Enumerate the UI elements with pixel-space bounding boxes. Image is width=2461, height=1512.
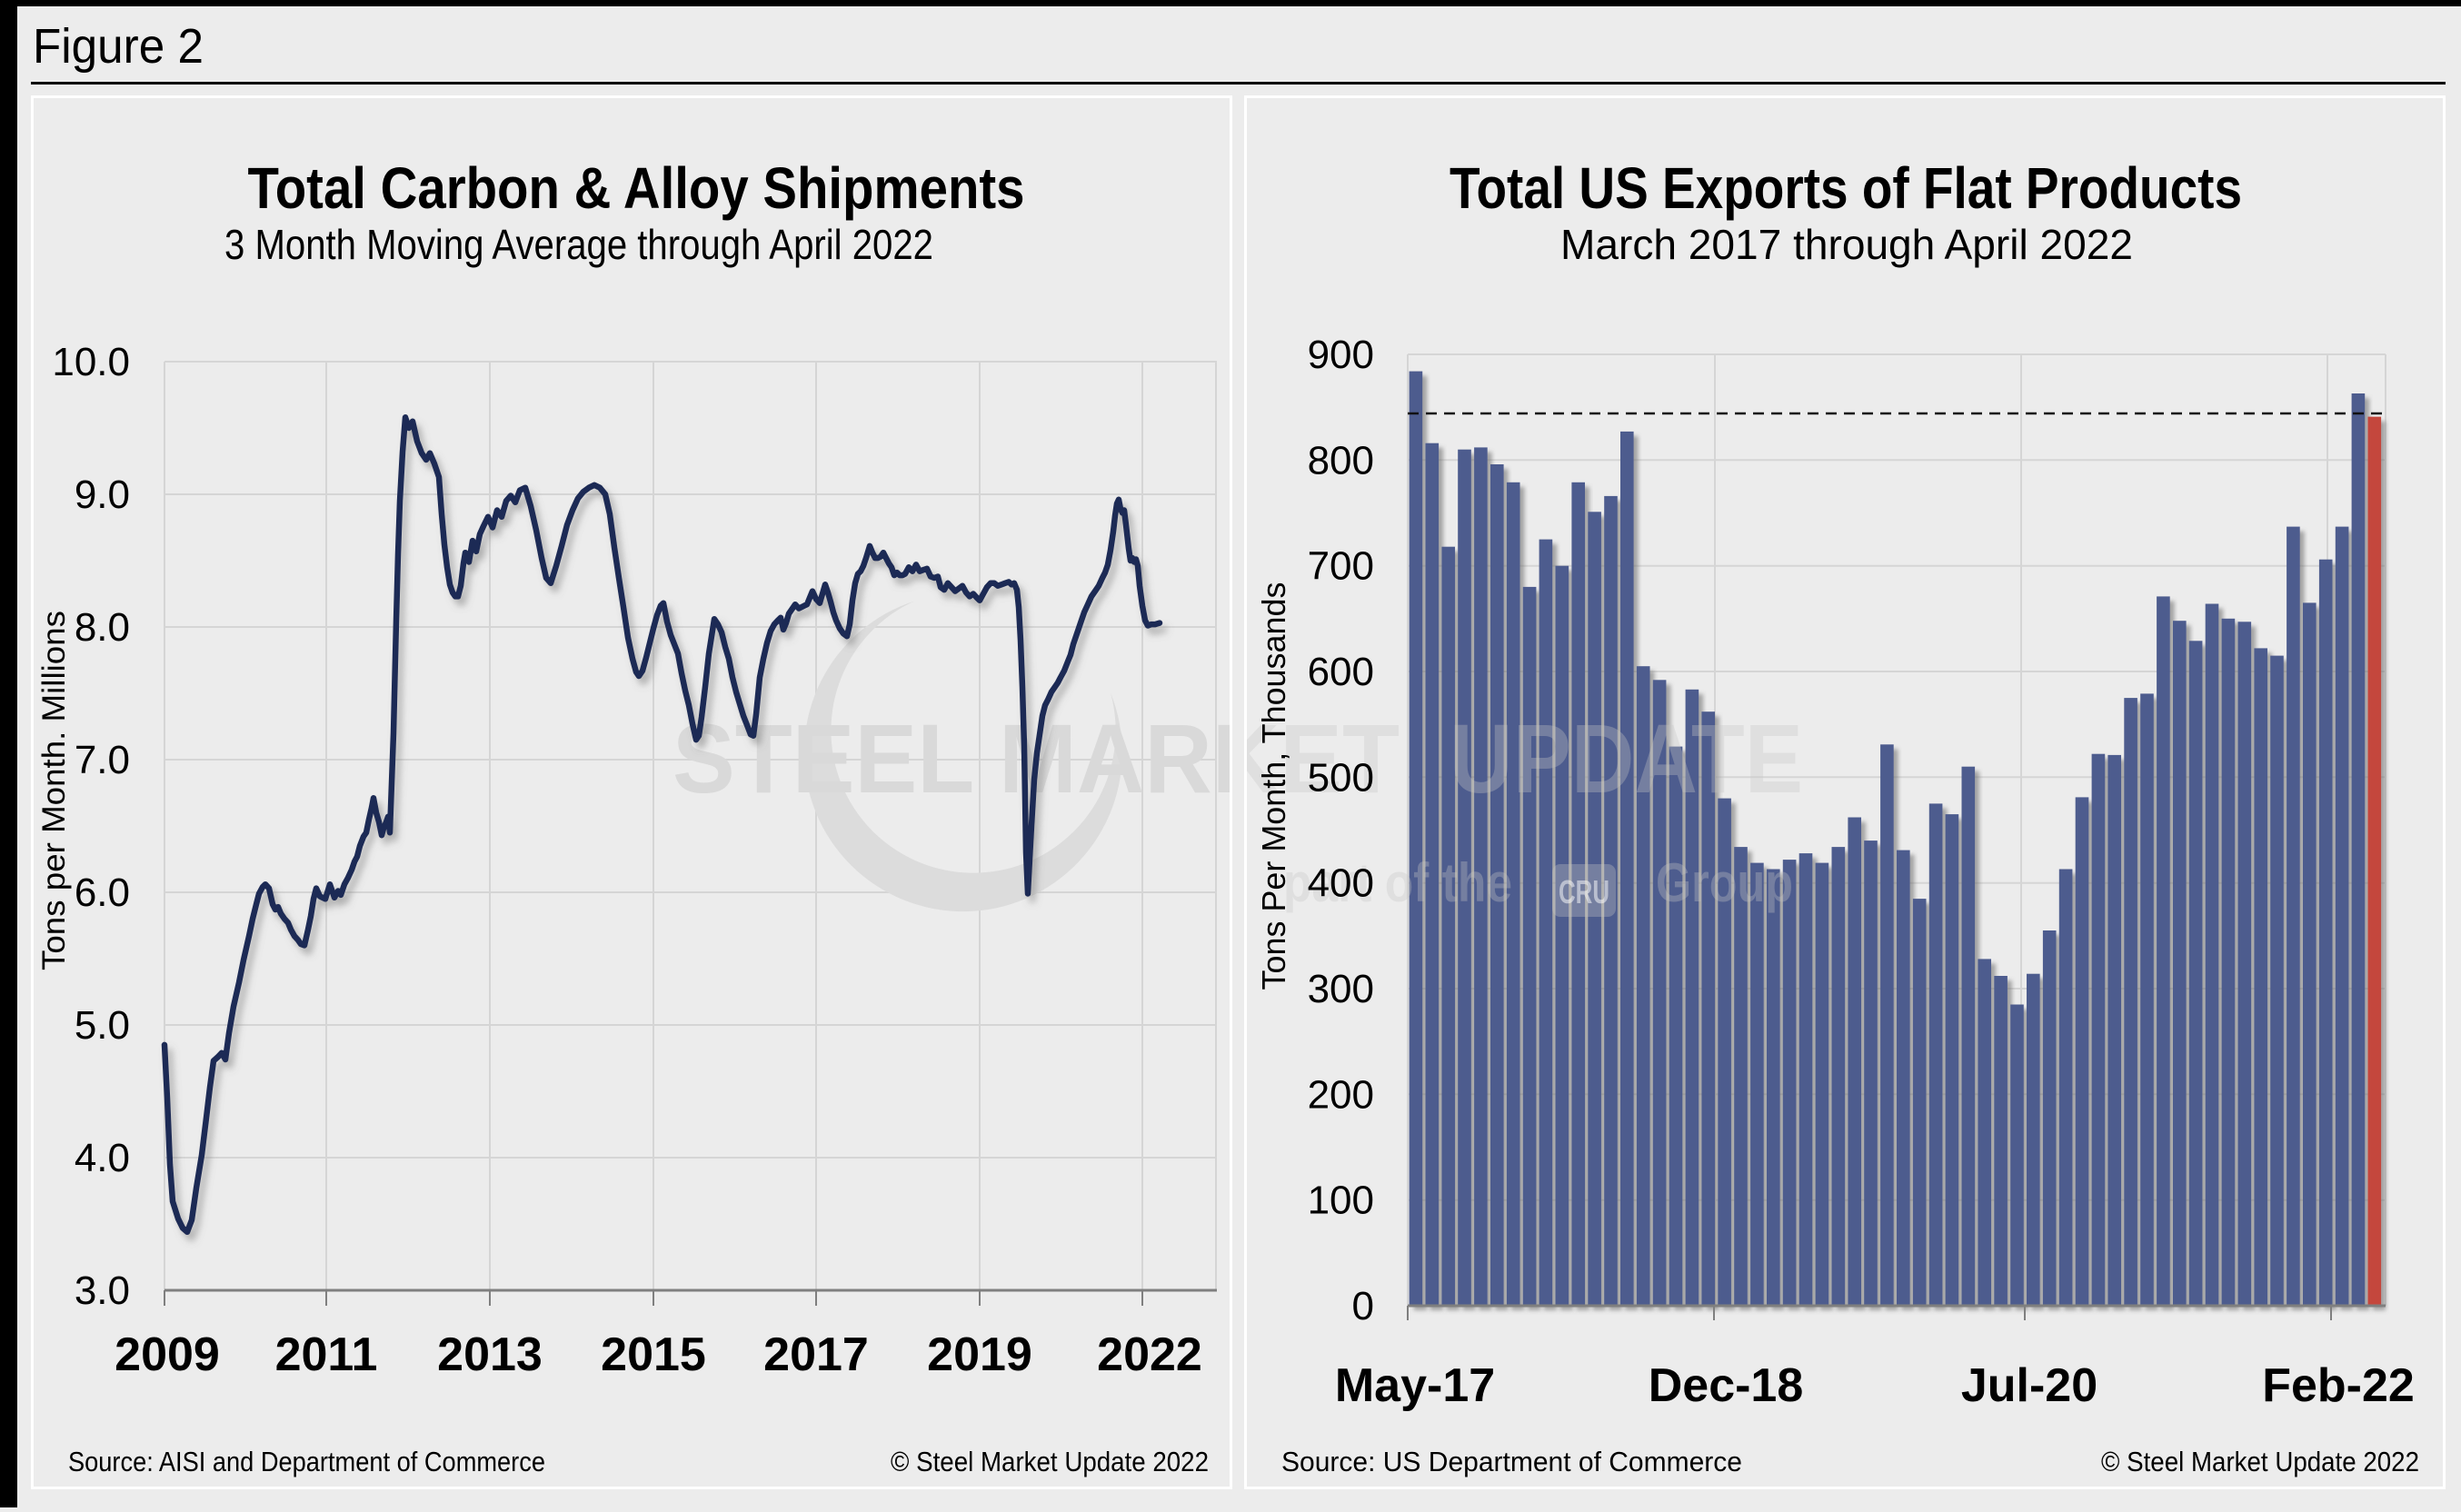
svg-text:500: 500 — [1308, 755, 1374, 800]
svg-text:2019: 2019 — [927, 1328, 1032, 1381]
svg-text:2013: 2013 — [437, 1328, 543, 1381]
svg-text:4.0: 4.0 — [75, 1136, 130, 1180]
svg-text:5.0: 5.0 — [75, 1003, 130, 1048]
svg-text:Source: AISI and Department of: Source: AISI and Department of Commerce — [68, 1446, 545, 1477]
svg-text:2015: 2015 — [601, 1328, 706, 1381]
svg-text:9.0: 9.0 — [75, 472, 130, 517]
svg-text:© Steel Market Update 2022: © Steel Market Update 2022 — [2101, 1446, 2419, 1477]
svg-text:7.0: 7.0 — [75, 738, 130, 782]
svg-text:400: 400 — [1308, 861, 1374, 906]
svg-text:3 Month Moving Average through: 3 Month Moving Average through April 202… — [224, 221, 933, 268]
svg-text:Total US Exports of Flat Produ: Total US Exports of Flat Products — [1450, 155, 2242, 221]
svg-text:0: 0 — [1352, 1284, 1374, 1328]
svg-text:Tons Per Month, Thousands: Tons Per Month, Thousands — [1255, 582, 1292, 990]
svg-text:8.0: 8.0 — [75, 605, 130, 650]
svg-text:2022: 2022 — [1097, 1328, 1202, 1381]
svg-text:© Steel Market Update 2022: © Steel Market Update 2022 — [891, 1446, 1209, 1477]
svg-text:Group: Group — [1656, 852, 1793, 913]
svg-text:200: 200 — [1308, 1072, 1374, 1117]
svg-text:UPDATE: UPDATE — [1450, 703, 1803, 813]
svg-text:March 2017 through April 2022: March 2017 through April 2022 — [1560, 221, 2133, 268]
svg-text:Dec-18: Dec-18 — [1649, 1359, 1804, 1412]
svg-text:STEEL MARKET: STEEL MARKET — [673, 703, 1400, 813]
svg-text:600: 600 — [1308, 650, 1374, 694]
svg-text:800: 800 — [1308, 438, 1374, 482]
svg-text:Source: US Department of Comme: Source: US Department of Commerce — [1281, 1446, 1742, 1477]
svg-text:Total Carbon & Alloy Shipments: Total Carbon & Alloy Shipments — [248, 155, 1025, 221]
svg-text:100: 100 — [1308, 1179, 1374, 1223]
svg-text:Figure 2: Figure 2 — [33, 19, 204, 74]
svg-text:700: 700 — [1308, 544, 1374, 589]
svg-text:Jul-20: Jul-20 — [1961, 1359, 2097, 1412]
svg-text:2009: 2009 — [115, 1328, 220, 1381]
svg-text:Tons per Month. Millions: Tons per Month. Millions — [36, 611, 72, 970]
svg-text:Feb-22: Feb-22 — [2262, 1359, 2415, 1412]
svg-text:900: 900 — [1308, 333, 1374, 377]
svg-text:3.0: 3.0 — [75, 1268, 130, 1313]
svg-text:STEEL MARKET: STEEL MARKET — [673, 703, 1400, 813]
svg-text:May-17: May-17 — [1335, 1359, 1495, 1412]
svg-text:300: 300 — [1308, 967, 1374, 1011]
svg-text:6.0: 6.0 — [75, 870, 130, 915]
svg-text:2011: 2011 — [275, 1328, 378, 1381]
svg-text:CRU: CRU — [1559, 873, 1609, 910]
svg-text:part of the: part of the — [1283, 852, 1512, 913]
svg-text:10.0: 10.0 — [52, 340, 130, 384]
svg-text:2017: 2017 — [763, 1328, 869, 1381]
